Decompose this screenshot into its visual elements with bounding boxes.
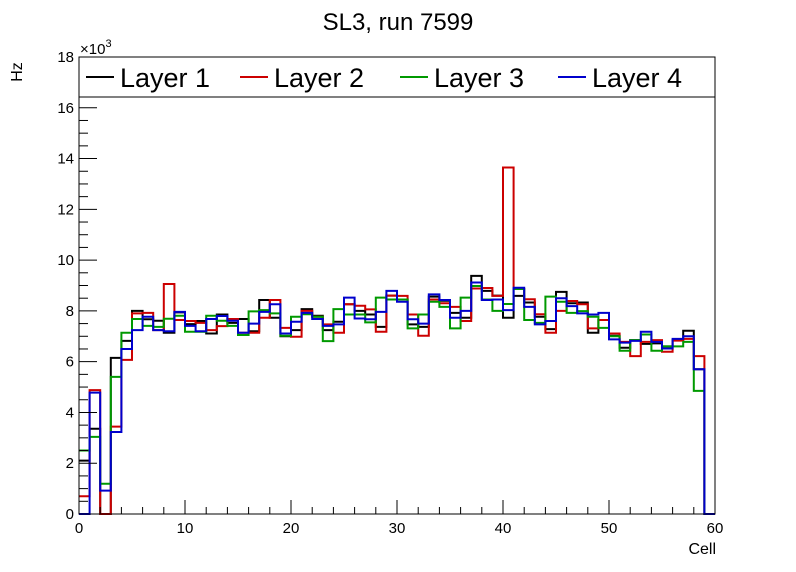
- x-axis-label: Cell: [688, 541, 716, 558]
- legend: Layer 1 Layer 2 Layer 3 Layer 4: [78, 56, 716, 98]
- x-tick-label: 10: [177, 520, 194, 537]
- axes: 0 10 20 30 40 50 60 0 2 4 6 8 10 12 14 16 18: [57, 49, 723, 537]
- y-multiplier-base: ×10: [80, 41, 105, 58]
- x-tick-label: 0: [75, 520, 83, 537]
- y-tick-label: 0: [66, 506, 74, 523]
- x-tick-label: 40: [495, 520, 512, 537]
- y-multiplier: ×103: [80, 38, 112, 58]
- legend-box: [78, 56, 716, 98]
- legend-label: Layer 1: [120, 63, 210, 93]
- x-tick-label: 50: [601, 520, 618, 537]
- y-tick-label: 10: [57, 252, 74, 269]
- legend-label: Layer 2: [274, 63, 364, 93]
- y-tick-label: 2: [66, 455, 74, 472]
- y-axis-label: Hz: [9, 62, 26, 82]
- legend-label: Layer 4: [592, 63, 682, 93]
- y-tick-label: 8: [66, 303, 74, 320]
- y-tick-label: 16: [57, 100, 74, 117]
- chart-title: SL3, run 7599: [323, 9, 474, 36]
- x-tick-label: 20: [283, 520, 300, 537]
- x-tick-label: 30: [389, 520, 406, 537]
- y-tick-label: 4: [66, 404, 74, 421]
- y-multiplier-exp: 3: [105, 38, 111, 50]
- series-line-layer-4: [79, 281, 715, 515]
- legend-label: Layer 3: [434, 63, 524, 93]
- series-group: [79, 166, 715, 515]
- y-tick-label: 18: [57, 49, 74, 66]
- y-tick-label: 14: [57, 151, 74, 168]
- x-tick-label: 60: [707, 520, 724, 537]
- y-tick-label: 12: [57, 201, 74, 218]
- y-tick-label: 6: [66, 354, 74, 371]
